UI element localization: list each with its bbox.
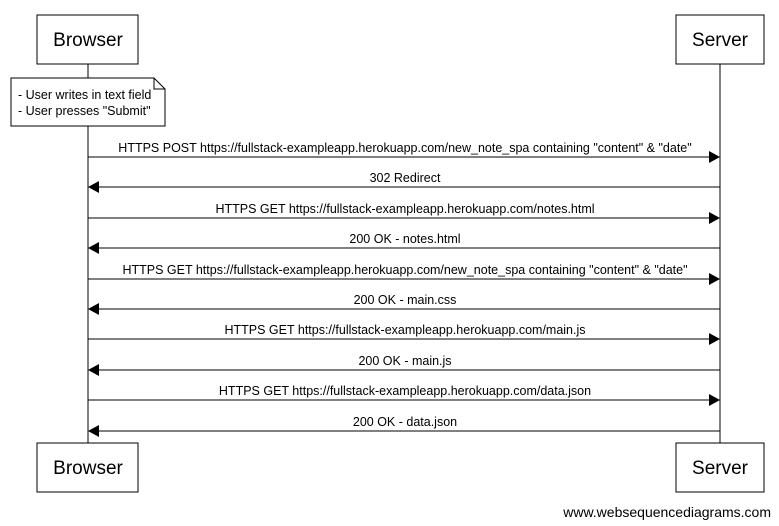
browser-actor-label: Browser [53, 30, 123, 51]
message-label: 200 OK - data.json [353, 415, 457, 429]
messages: HTTPS POST https://fullstack-exampleapp.… [88, 141, 720, 437]
message-label: 200 OK - main.js [358, 354, 451, 368]
server-actor-label: Server [692, 30, 749, 51]
footer-credit: www.websequencediagrams.com [563, 504, 771, 520]
message-label: 200 OK - notes.html [349, 232, 460, 246]
message-label: 302 Redirect [370, 171, 441, 185]
message-label: HTTPS POST https://fullstack-exampleapp.… [118, 141, 691, 155]
message-label: 200 OK - main.css [354, 293, 457, 307]
message-label: HTTPS GET https://fullstack-exampleapp.h… [215, 202, 594, 216]
message-label: HTTPS GET https://fullstack-exampleapp.h… [122, 263, 687, 277]
browser-actor-top: Browser [36, 14, 139, 65]
message-label: HTTPS GET https://fullstack-exampleapp.h… [219, 384, 591, 398]
server-actor-top: Server [675, 14, 765, 65]
browser-actor-bottom: Browser [36, 442, 139, 493]
message-label: HTTPS GET https://fullstack-exampleapp.h… [224, 323, 585, 337]
server-actor-bottom: Server [675, 442, 765, 493]
note-line-1: - User writes in text field [18, 88, 151, 102]
server-actor-label-bottom: Server [692, 458, 749, 479]
browser-actor-label-bottom: Browser [53, 458, 123, 479]
note-line-2: - User presses "Submit" [18, 104, 151, 118]
note: - User writes in text field - User press… [10, 77, 166, 127]
